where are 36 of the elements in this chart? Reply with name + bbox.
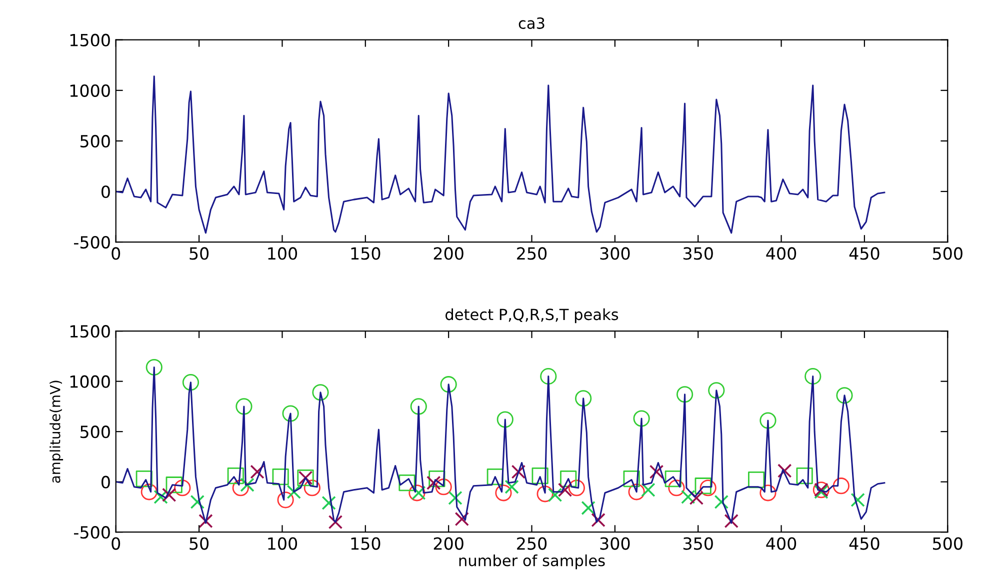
- y-tick-label: 1500: [70, 325, 110, 338]
- x-tick-label: 500: [933, 537, 962, 550]
- y-tick-label: 1500: [70, 34, 110, 46]
- y-tick-label: 1000: [70, 84, 110, 97]
- y-tick-label: -500: [74, 236, 110, 249]
- y-tick-label: 1000: [70, 375, 110, 388]
- chart-title: ca3: [518, 17, 544, 29]
- x-tick-label: 400: [766, 247, 796, 260]
- y-axis-title: amplitude(mV): [50, 380, 64, 483]
- x-tick-label: 150: [351, 537, 380, 550]
- x-tick-label: 300: [600, 247, 630, 260]
- x-tick-label: 500: [933, 247, 962, 260]
- x-tick-label: 350: [683, 247, 713, 260]
- x-tick-label: 50: [190, 247, 209, 260]
- x-tick-label: 350: [683, 537, 713, 550]
- x-tick-label: 50: [190, 537, 209, 550]
- x-tick-label: 100: [268, 247, 298, 260]
- x-tick-label: 0: [112, 537, 120, 550]
- x-tick-label: 450: [849, 537, 880, 550]
- x-tick-label: 0: [112, 247, 120, 260]
- x-tick-label: 100: [268, 537, 298, 550]
- y-tick-label: 500: [80, 134, 110, 148]
- x-axis-title: number of samples: [459, 554, 605, 570]
- y-tick-label: 0: [102, 476, 110, 488]
- x-tick-label: 200: [434, 537, 464, 550]
- x-tick-label: 250: [517, 247, 547, 260]
- x-tick-label: 250: [517, 537, 547, 550]
- x-tick-label: 300: [600, 537, 630, 550]
- x-tick-label: 200: [434, 247, 464, 260]
- y-tick-label: -500: [74, 526, 110, 539]
- y-tick-label: 500: [80, 426, 110, 438]
- x-tick-label: 400: [766, 537, 796, 550]
- x-tick-label: 150: [351, 247, 380, 260]
- chart-title: detect P,Q,R,S,T peaks: [446, 308, 618, 324]
- x-tick-label: 450: [849, 247, 880, 260]
- y-tick-label: 0: [102, 185, 110, 198]
